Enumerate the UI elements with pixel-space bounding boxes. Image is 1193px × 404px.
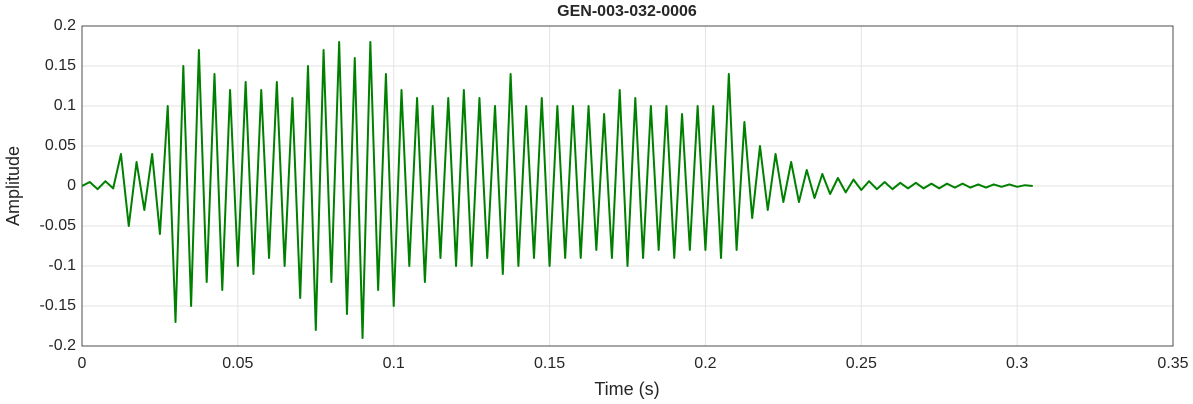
y-tick-label: 0 [67,177,76,194]
x-tick-label: 0.2 [694,355,716,372]
chart-title: GEN-003-032-0006 [557,3,697,20]
y-tick-label: 0.2 [54,17,76,34]
x-tick-label: 0.15 [534,355,565,372]
waveform-line [81,41,1033,339]
x-tick-label: 0.25 [846,355,877,372]
y-tick-label: 0.15 [45,57,76,74]
y-tick-label: 0.05 [45,137,76,154]
x-tick-label: 0.3 [1006,355,1028,372]
x-tick-label: 0.05 [222,355,253,372]
x-axis-label: Time (s) [594,379,659,399]
y-tick-label: -0.2 [48,337,76,354]
y-tick-label: -0.1 [48,257,76,274]
x-tick-label: 0.35 [1157,355,1188,372]
y-tick-label: 0.1 [54,97,76,114]
x-tick-label: 0 [78,355,87,372]
y-axis-label: Amplitude [3,146,23,226]
x-tick-label: 0.1 [383,355,405,372]
y-tick-label: -0.05 [40,217,77,234]
y-tick-label: -0.15 [40,297,77,314]
